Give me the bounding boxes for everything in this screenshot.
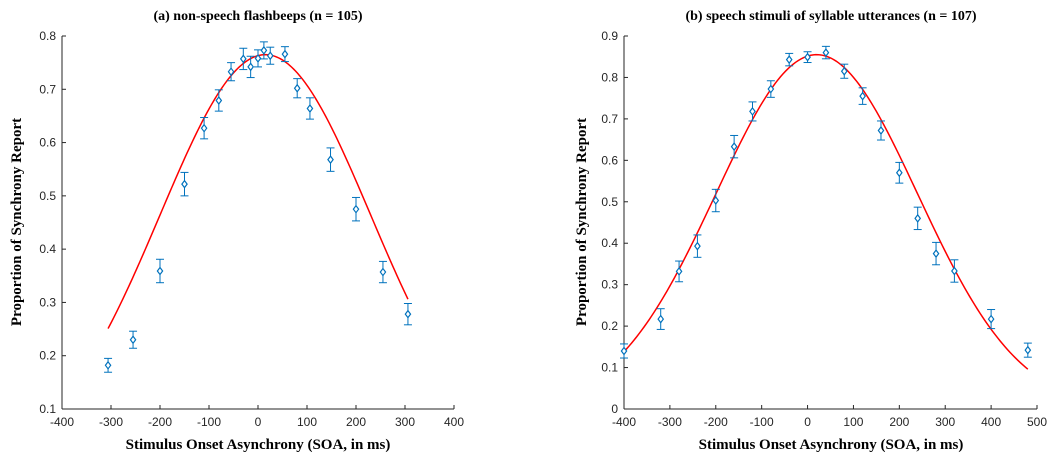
panel-a-data-point	[352, 204, 360, 214]
panel-b-fit-layer	[623, 53, 1029, 370]
panel-b-data-point	[914, 213, 922, 223]
panel-a-y-tick-label: 0.1	[39, 402, 56, 416]
panel-a-x-tick-label: 300	[395, 415, 415, 429]
panel-b-x-tick-label: -100	[750, 415, 774, 429]
panel-a-data-point	[306, 103, 314, 113]
panel-b-data-point	[620, 346, 628, 356]
panel-b-y-tick-label: 0.7	[601, 112, 618, 126]
panel-a-data-point	[239, 54, 247, 64]
panel-a-data-point	[254, 53, 262, 63]
panel-b-fit-curve	[623, 53, 1029, 370]
panel-a-y-tick-label: 0.6	[39, 136, 56, 150]
panel-a-x-tick-label: -400	[50, 415, 74, 429]
panel-a-y-tick-label: 0.4	[39, 242, 56, 256]
panel-a-y-axis-label: Proportion of Synchrony Report	[9, 118, 25, 326]
panel-a-data-point	[156, 266, 164, 276]
panel-b-data-point	[785, 55, 793, 65]
panel-a-fit-layer	[107, 53, 409, 329]
panel-b-data-point	[675, 266, 683, 276]
panel-b-data-point	[822, 48, 830, 58]
panel-b-data-point	[877, 125, 885, 135]
panel-a-x-tick-label: 0	[255, 415, 262, 429]
panel-a: (a) non-speech flashbeeps (n = 105) Stim…	[9, 9, 464, 453]
panel-b-data-point	[749, 106, 756, 116]
panel-a-x-tick-label: -200	[148, 415, 172, 429]
panel-b-x-tick-label: 100	[843, 415, 863, 429]
panel-a-y-tick-label: 0.5	[39, 189, 56, 203]
panel-a-fit-curve	[107, 53, 409, 329]
panel-a-data-point	[327, 155, 334, 165]
panel-b-axes	[623, 36, 1037, 410]
panel-b-data-point	[859, 91, 866, 101]
panel-b-y-tick-label: 0.3	[601, 278, 618, 292]
panel-a-x-tick-label: -300	[99, 415, 123, 429]
panel-b-data-point	[767, 84, 775, 94]
panel-b-ticks: -400 -300 -200 -100 0 100 200 300 400 500 0 0.1 0.2 0…	[601, 29, 1047, 429]
panel-b-data-point	[657, 314, 665, 324]
panel-b-data-point	[730, 142, 738, 152]
panel-b-data-point	[840, 66, 848, 76]
panel-b-y-tick-label: 0.4	[601, 236, 618, 250]
panel-a-y-tick-label: 0.7	[39, 82, 56, 96]
panel-b-points-layer	[620, 45, 1032, 359]
panel-b-data-point	[932, 249, 940, 259]
panel-b-data-point	[987, 314, 995, 324]
panel-b-y-tick-label: 0.1	[601, 361, 618, 375]
panel-a-axes	[61, 36, 454, 410]
panel-b-y-tick-label: 0.6	[601, 153, 618, 167]
panel-a-data-point	[129, 335, 137, 345]
panel-a-data-point	[379, 267, 387, 277]
panel-a-data-point	[266, 51, 274, 61]
panel-b-x-tick-label: -200	[704, 415, 728, 429]
panel-b-x-tick-label: 400	[981, 415, 1001, 429]
panel-a-x-tick-label: 400	[444, 415, 464, 429]
panel-b-data-point	[951, 266, 958, 276]
panel-a-x-axis-label: Stimulus Onset Asynchrony (SOA, in ms)	[126, 437, 391, 453]
panel-b-data-point	[895, 168, 903, 178]
panel-b-y-tick-label: 0	[611, 402, 618, 416]
panel-b-y-axis-label: Proportion of Synchrony Report	[574, 118, 590, 326]
panel-a-data-point	[104, 360, 112, 370]
panel-b-y-tick-label: 0.8	[601, 70, 618, 84]
panel-b-y-tick-label: 0.2	[601, 319, 618, 333]
panel-a-data-point	[200, 123, 208, 133]
panel-b-x-tick-label: 500	[1027, 415, 1047, 429]
panel-a-title: (a) non-speech flashbeeps (n = 105)	[153, 9, 362, 24]
panel-b: (b) speech stimuli of syllable utterance…	[574, 9, 1047, 453]
panel-b-data-point	[694, 241, 701, 251]
panel-b-data-point	[1024, 345, 1032, 355]
panel-b-title: (b) speech stimuli of syllable utterance…	[685, 9, 976, 24]
panel-b-x-tick-label: 0	[804, 415, 811, 429]
panel-b-x-tick-label: 200	[889, 415, 909, 429]
panel-a-data-point	[293, 83, 301, 93]
panel-a-x-tick-label: -100	[197, 415, 221, 429]
panel-b-data-point	[804, 52, 811, 62]
panel-a-y-tick-label: 0.2	[39, 349, 56, 363]
panel-b-data-point	[712, 196, 720, 206]
panel-a-data-point	[404, 309, 412, 319]
panel-a-ticks: -400 -300 -200 -100 0 100 200 300 400 0.1 0.2 0.3 0.…	[39, 29, 464, 429]
panel-a-data-point	[260, 45, 268, 55]
panel-b-x-tick-label: 300	[935, 415, 955, 429]
panel-b-y-tick-label: 0.9	[601, 29, 618, 43]
panel-a-y-tick-label: 0.8	[39, 29, 56, 43]
panel-b-y-tick-label: 0.5	[601, 195, 618, 209]
panel-a-y-tick-label: 0.3	[39, 295, 56, 309]
panel-a-data-point	[227, 67, 235, 77]
panel-a-x-tick-label: 100	[297, 415, 317, 429]
panel-a-points-layer	[104, 41, 412, 373]
panel-b-x-axis-label: Stimulus Onset Asynchrony (SOA, in ms)	[699, 437, 964, 453]
panel-a-data-point	[281, 49, 289, 59]
panel-b-x-tick-label: -400	[612, 415, 636, 429]
panel-a-data-point	[215, 95, 223, 105]
panel-a-x-tick-label: 200	[346, 415, 366, 429]
panel-a-data-point	[247, 62, 255, 72]
panel-b-x-tick-label: -300	[658, 415, 682, 429]
panel-a-data-point	[181, 179, 188, 189]
